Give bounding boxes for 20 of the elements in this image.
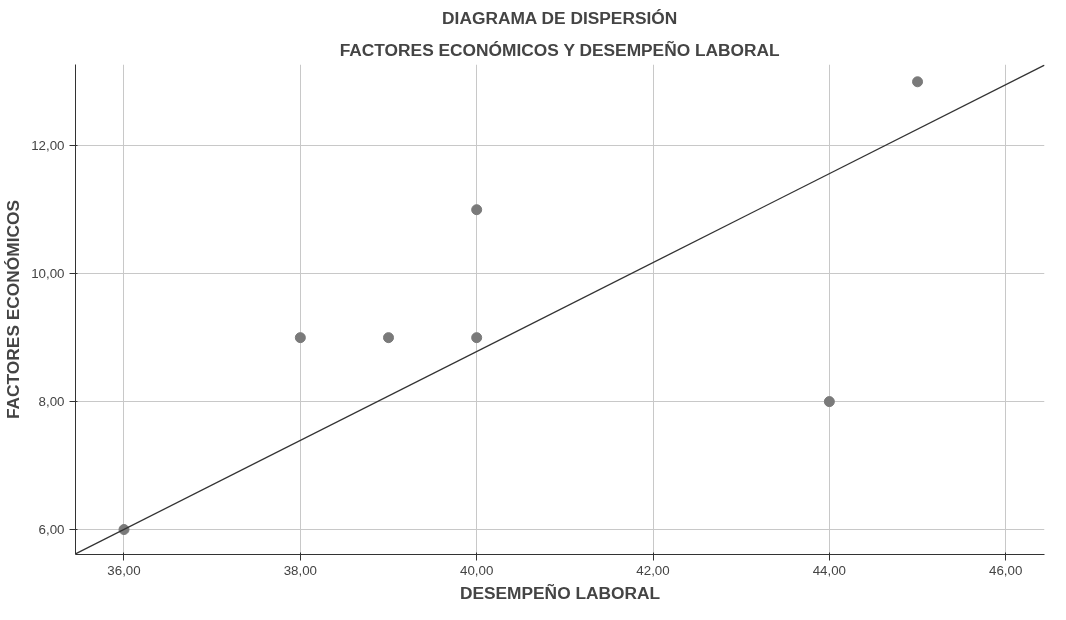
x-tick-label: 38,00 bbox=[283, 562, 318, 578]
chart-title: DIAGRAMA DE DISPERSIÓN bbox=[442, 7, 678, 28]
y-tick-label: 8,00 bbox=[38, 394, 65, 410]
y-axis-title: FACTORES ECONÓMICOS bbox=[3, 199, 24, 420]
point bbox=[294, 332, 306, 344]
x-tick-label: 46,00 bbox=[989, 562, 1023, 578]
point bbox=[912, 76, 924, 88]
x-axis-title: DESEMPEÑO LABORAL bbox=[459, 582, 661, 603]
x-tick-label: 42,00 bbox=[636, 562, 670, 578]
point bbox=[823, 396, 835, 408]
x-tick-label: 36,00 bbox=[107, 562, 141, 578]
point bbox=[471, 204, 483, 216]
point bbox=[383, 332, 395, 344]
chart-subtitle: FACTORES ECONÓMICOS Y DESEMPEÑO LABORAL bbox=[339, 39, 781, 60]
x-tick-label: 40,00 bbox=[460, 562, 494, 578]
y-tick-label: 6,00 bbox=[38, 522, 65, 538]
y-tick-label: 10,00 bbox=[31, 266, 65, 282]
x-tick-label: 44,00 bbox=[812, 562, 847, 578]
point bbox=[471, 332, 483, 344]
y-tick-label: 12,00 bbox=[31, 138, 65, 154]
